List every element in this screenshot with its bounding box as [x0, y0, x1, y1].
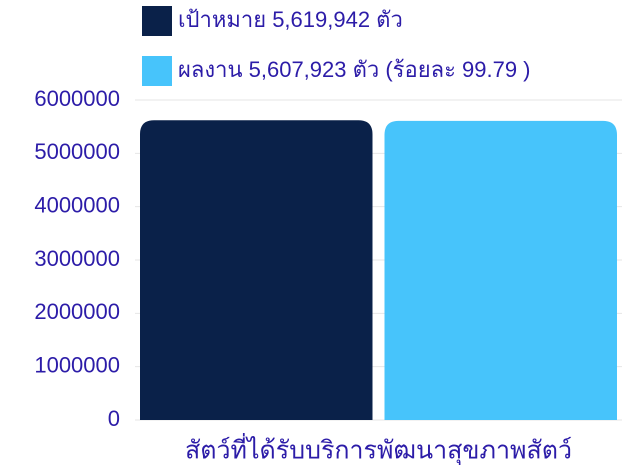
x-tick-label: สัตว์ที่ได้รับบริการพัฒนาสุขภาพสัตว์: [185, 433, 572, 466]
legend-label: เป้าหมาย 5,619,942 ตัว: [178, 7, 403, 32]
bar: [140, 120, 373, 420]
y-tick-label: 1000000: [34, 352, 120, 377]
y-tick-label: 2000000: [34, 299, 120, 324]
y-tick-label: 4000000: [34, 192, 120, 217]
y-tick-label: 3000000: [34, 246, 120, 271]
y-tick-label: 5000000: [34, 139, 120, 164]
bar: [384, 120, 617, 421]
legend-swatch: [142, 56, 172, 86]
y-tick-label: 0: [108, 406, 120, 431]
legend-label: ผลงาน 5,607,923 ตัว (ร้อยละ 99.79 ): [178, 57, 531, 82]
legend-swatch: [142, 6, 172, 36]
y-tick-label: 6000000: [34, 86, 120, 111]
